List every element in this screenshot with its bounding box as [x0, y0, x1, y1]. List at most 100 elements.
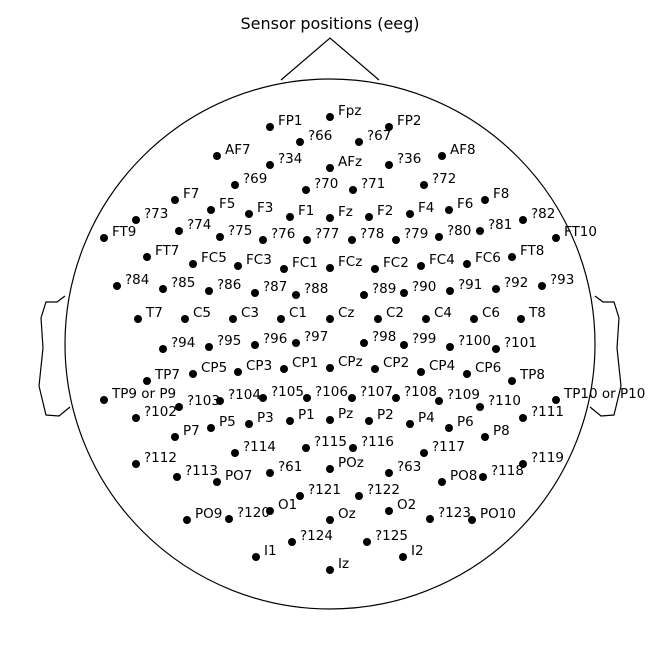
sensor-dot: [406, 210, 414, 218]
sensor-q102: ?102: [132, 404, 177, 422]
sensor-o1: O1: [266, 497, 297, 515]
sensor-label: CP5: [201, 360, 227, 376]
sensor-label: ?95: [217, 333, 241, 349]
sensor-dot: [360, 291, 368, 299]
sensor-dot: [207, 424, 215, 432]
sensor-dot: [280, 265, 288, 273]
sensor-q34: ?34: [266, 151, 302, 169]
sensor-ft10: FT10: [552, 224, 597, 242]
sensor-dot: [286, 417, 294, 425]
sensor-q96: ?96: [251, 331, 287, 349]
sensor-q77: ?77: [303, 226, 339, 244]
sensor-f5: F5: [207, 196, 235, 214]
sensor-tp9-or-p9: TP9 or P9: [100, 386, 176, 404]
sensor-dot: [476, 403, 484, 411]
sensor-label: ?77: [315, 226, 339, 242]
sensor-dot: [479, 473, 487, 481]
sensor-label: ?67: [367, 128, 391, 144]
sensor-label: Iz: [338, 556, 349, 572]
sensor-label: ?124: [300, 528, 333, 544]
sensor-fc3: FC3: [234, 252, 272, 270]
sensor-dot: [463, 260, 471, 268]
sensor-dot: [303, 236, 311, 244]
sensor-label: P1: [298, 407, 315, 423]
sensor-dot: [302, 186, 310, 194]
sensor-q82: ?82: [519, 206, 555, 224]
sensor-label: ?101: [504, 335, 537, 351]
sensor-p6: P6: [445, 414, 474, 432]
sensor-q73: ?73: [132, 206, 168, 224]
sensor-label: POz: [338, 455, 364, 471]
sensor-q66: ?66: [296, 128, 332, 146]
sensor-af7: AF7: [213, 142, 251, 160]
sensor-dot: [371, 265, 379, 273]
sensor-label: I1: [264, 543, 277, 559]
sensor-dot: [422, 315, 430, 323]
sensor-i1: I1: [252, 543, 277, 561]
sensor-label: FC3: [246, 252, 272, 268]
sensor-q67: ?67: [355, 128, 391, 146]
sensor-cp6: CP6: [463, 360, 501, 378]
sensor-dot: [417, 262, 425, 270]
sensor-label: P4: [418, 410, 435, 426]
sensor-po8: PO8: [438, 468, 477, 486]
sensor-label: ?122: [367, 482, 400, 498]
sensor-po9: PO9: [183, 506, 222, 524]
sensor-q104: ?104: [216, 387, 261, 405]
sensor-label: ?34: [278, 151, 302, 167]
sensor-dot: [277, 315, 285, 323]
sensor-dot: [280, 365, 288, 373]
sensor-f6: F6: [445, 196, 473, 214]
sensor-label: ?90: [412, 279, 436, 295]
sensor-dot: [231, 449, 239, 457]
sensor-q98: ?98: [360, 329, 396, 347]
sensor-label: ?115: [314, 434, 347, 450]
sensor-dot: [360, 339, 368, 347]
sensor-tp8: TP8: [508, 367, 545, 385]
sensor-label: Cz: [338, 305, 355, 321]
sensor-label: ?82: [531, 206, 555, 222]
sensor-label: CP3: [246, 358, 272, 374]
sensor-cz: Cz: [326, 305, 355, 323]
sensor-dot: [420, 449, 428, 457]
sensor-dot: [326, 516, 334, 524]
sensor-dot: [446, 287, 454, 295]
sensor-q103: ?103: [175, 393, 220, 411]
sensor-label: ?71: [361, 176, 385, 192]
sensor-label: FT8: [520, 243, 544, 259]
sensor-dot: [286, 213, 294, 221]
sensor-label: ?105: [271, 384, 304, 400]
sensor-dot: [175, 403, 183, 411]
sensor-label: PO8: [450, 468, 477, 484]
sensor-dot: [100, 396, 108, 404]
sensor-fp1: FP1: [266, 113, 303, 131]
sensor-dot: [207, 206, 215, 214]
sensor-label: ?104: [228, 387, 261, 403]
sensor-label: ?100: [458, 333, 491, 349]
sensor-label: ?63: [397, 459, 421, 475]
sensor-fc1: FC1: [280, 255, 318, 273]
sensor-p1: P1: [286, 407, 315, 425]
sensor-q80: ?80: [435, 223, 471, 241]
sensor-label: PO9: [195, 506, 222, 522]
sensor-dot: [481, 433, 489, 441]
sensor-f1: F1: [286, 203, 314, 221]
sensor-dot: [463, 370, 471, 378]
sensor-dot: [481, 196, 489, 204]
sensor-cp1: CP1: [280, 355, 318, 373]
sensor-label: CP4: [429, 358, 455, 374]
sensor-dot: [132, 216, 140, 224]
sensor-q117: ?117: [420, 439, 465, 457]
sensor-cp2: CP2: [371, 355, 409, 373]
sensor-label: ?80: [447, 223, 471, 239]
sensor-label: ?79: [404, 226, 428, 242]
sensor-label: FT9: [112, 224, 136, 240]
sensor-dot: [266, 123, 274, 131]
sensor-po10: PO10: [468, 506, 516, 524]
sensor-dot: [143, 377, 151, 385]
sensor-q120: ?120: [225, 505, 270, 523]
sensor-dot: [288, 538, 296, 546]
sensor-label: C3: [241, 305, 259, 321]
sensor-dot: [445, 206, 453, 214]
sensor-dot: [302, 444, 310, 452]
